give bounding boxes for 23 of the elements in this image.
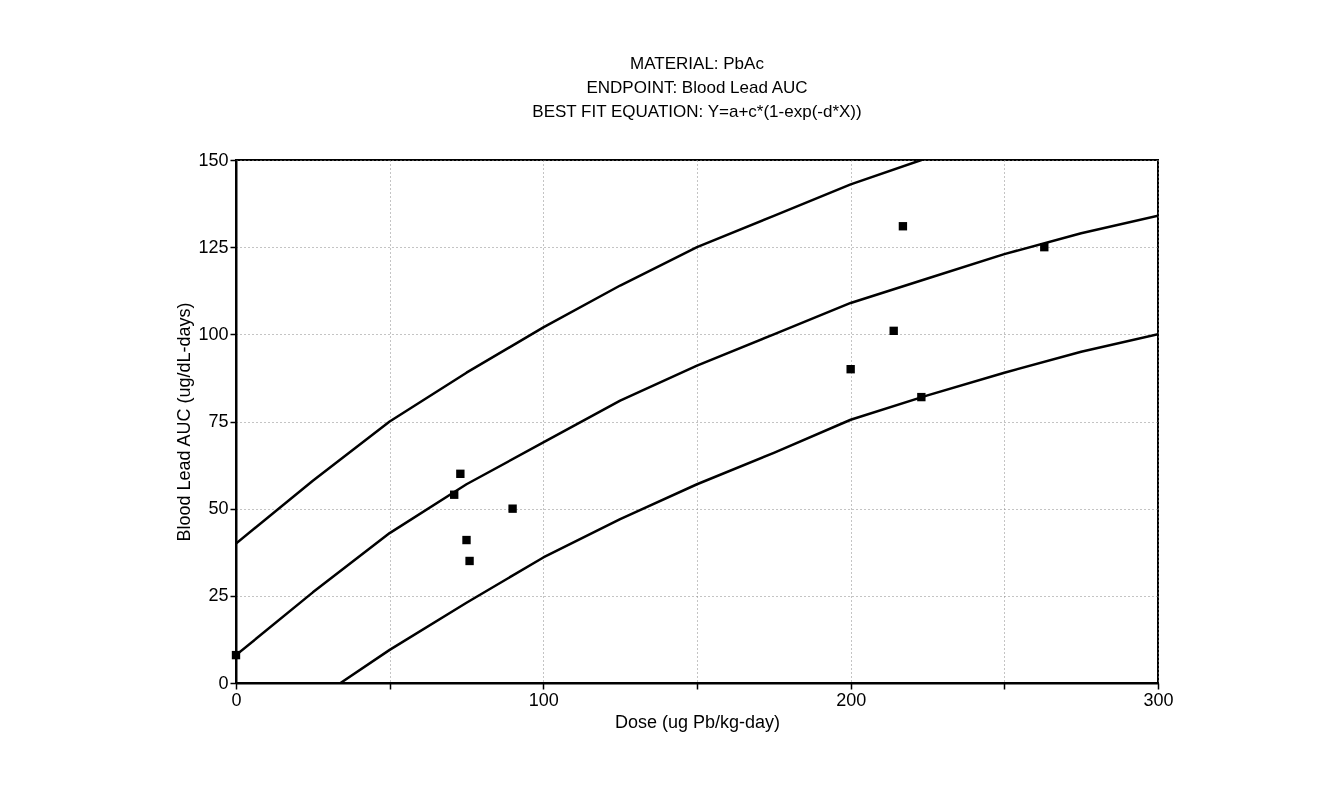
y-axis-title: Blood Lead AUC (ug/dL-days) bbox=[174, 302, 195, 542]
point bbox=[456, 469, 465, 478]
point bbox=[462, 535, 471, 545]
y-tick-label: 100 bbox=[198, 323, 229, 344]
y-tick-label: 150 bbox=[198, 149, 229, 170]
point bbox=[846, 365, 855, 374]
y-tick-label: 75 bbox=[208, 411, 229, 431]
point bbox=[889, 326, 898, 336]
text: ENDPOINT: Blood Lead AUC bbox=[586, 78, 808, 97]
x-tick-label: 100 bbox=[528, 689, 559, 710]
x-tick-label: 300 bbox=[1143, 689, 1174, 710]
text: MATERIAL: PbAc bbox=[630, 54, 764, 73]
y-tick-label: 125 bbox=[198, 236, 229, 257]
point bbox=[898, 222, 908, 231]
point bbox=[465, 556, 474, 566]
y-tick-label: 0 bbox=[218, 672, 229, 693]
x-tick-label: 200 bbox=[836, 689, 867, 710]
x-axis-title: Dose (ug Pb/kg-day) bbox=[614, 711, 781, 732]
point bbox=[508, 504, 517, 513]
x-tick-label: 0 bbox=[231, 689, 242, 710]
y-tick-label: 25 bbox=[208, 585, 229, 606]
y-tick-label: 50 bbox=[208, 498, 229, 519]
text: BEST FIT EQUATION: Y=a+c*(1-exp(-d*X)) bbox=[532, 102, 862, 121]
